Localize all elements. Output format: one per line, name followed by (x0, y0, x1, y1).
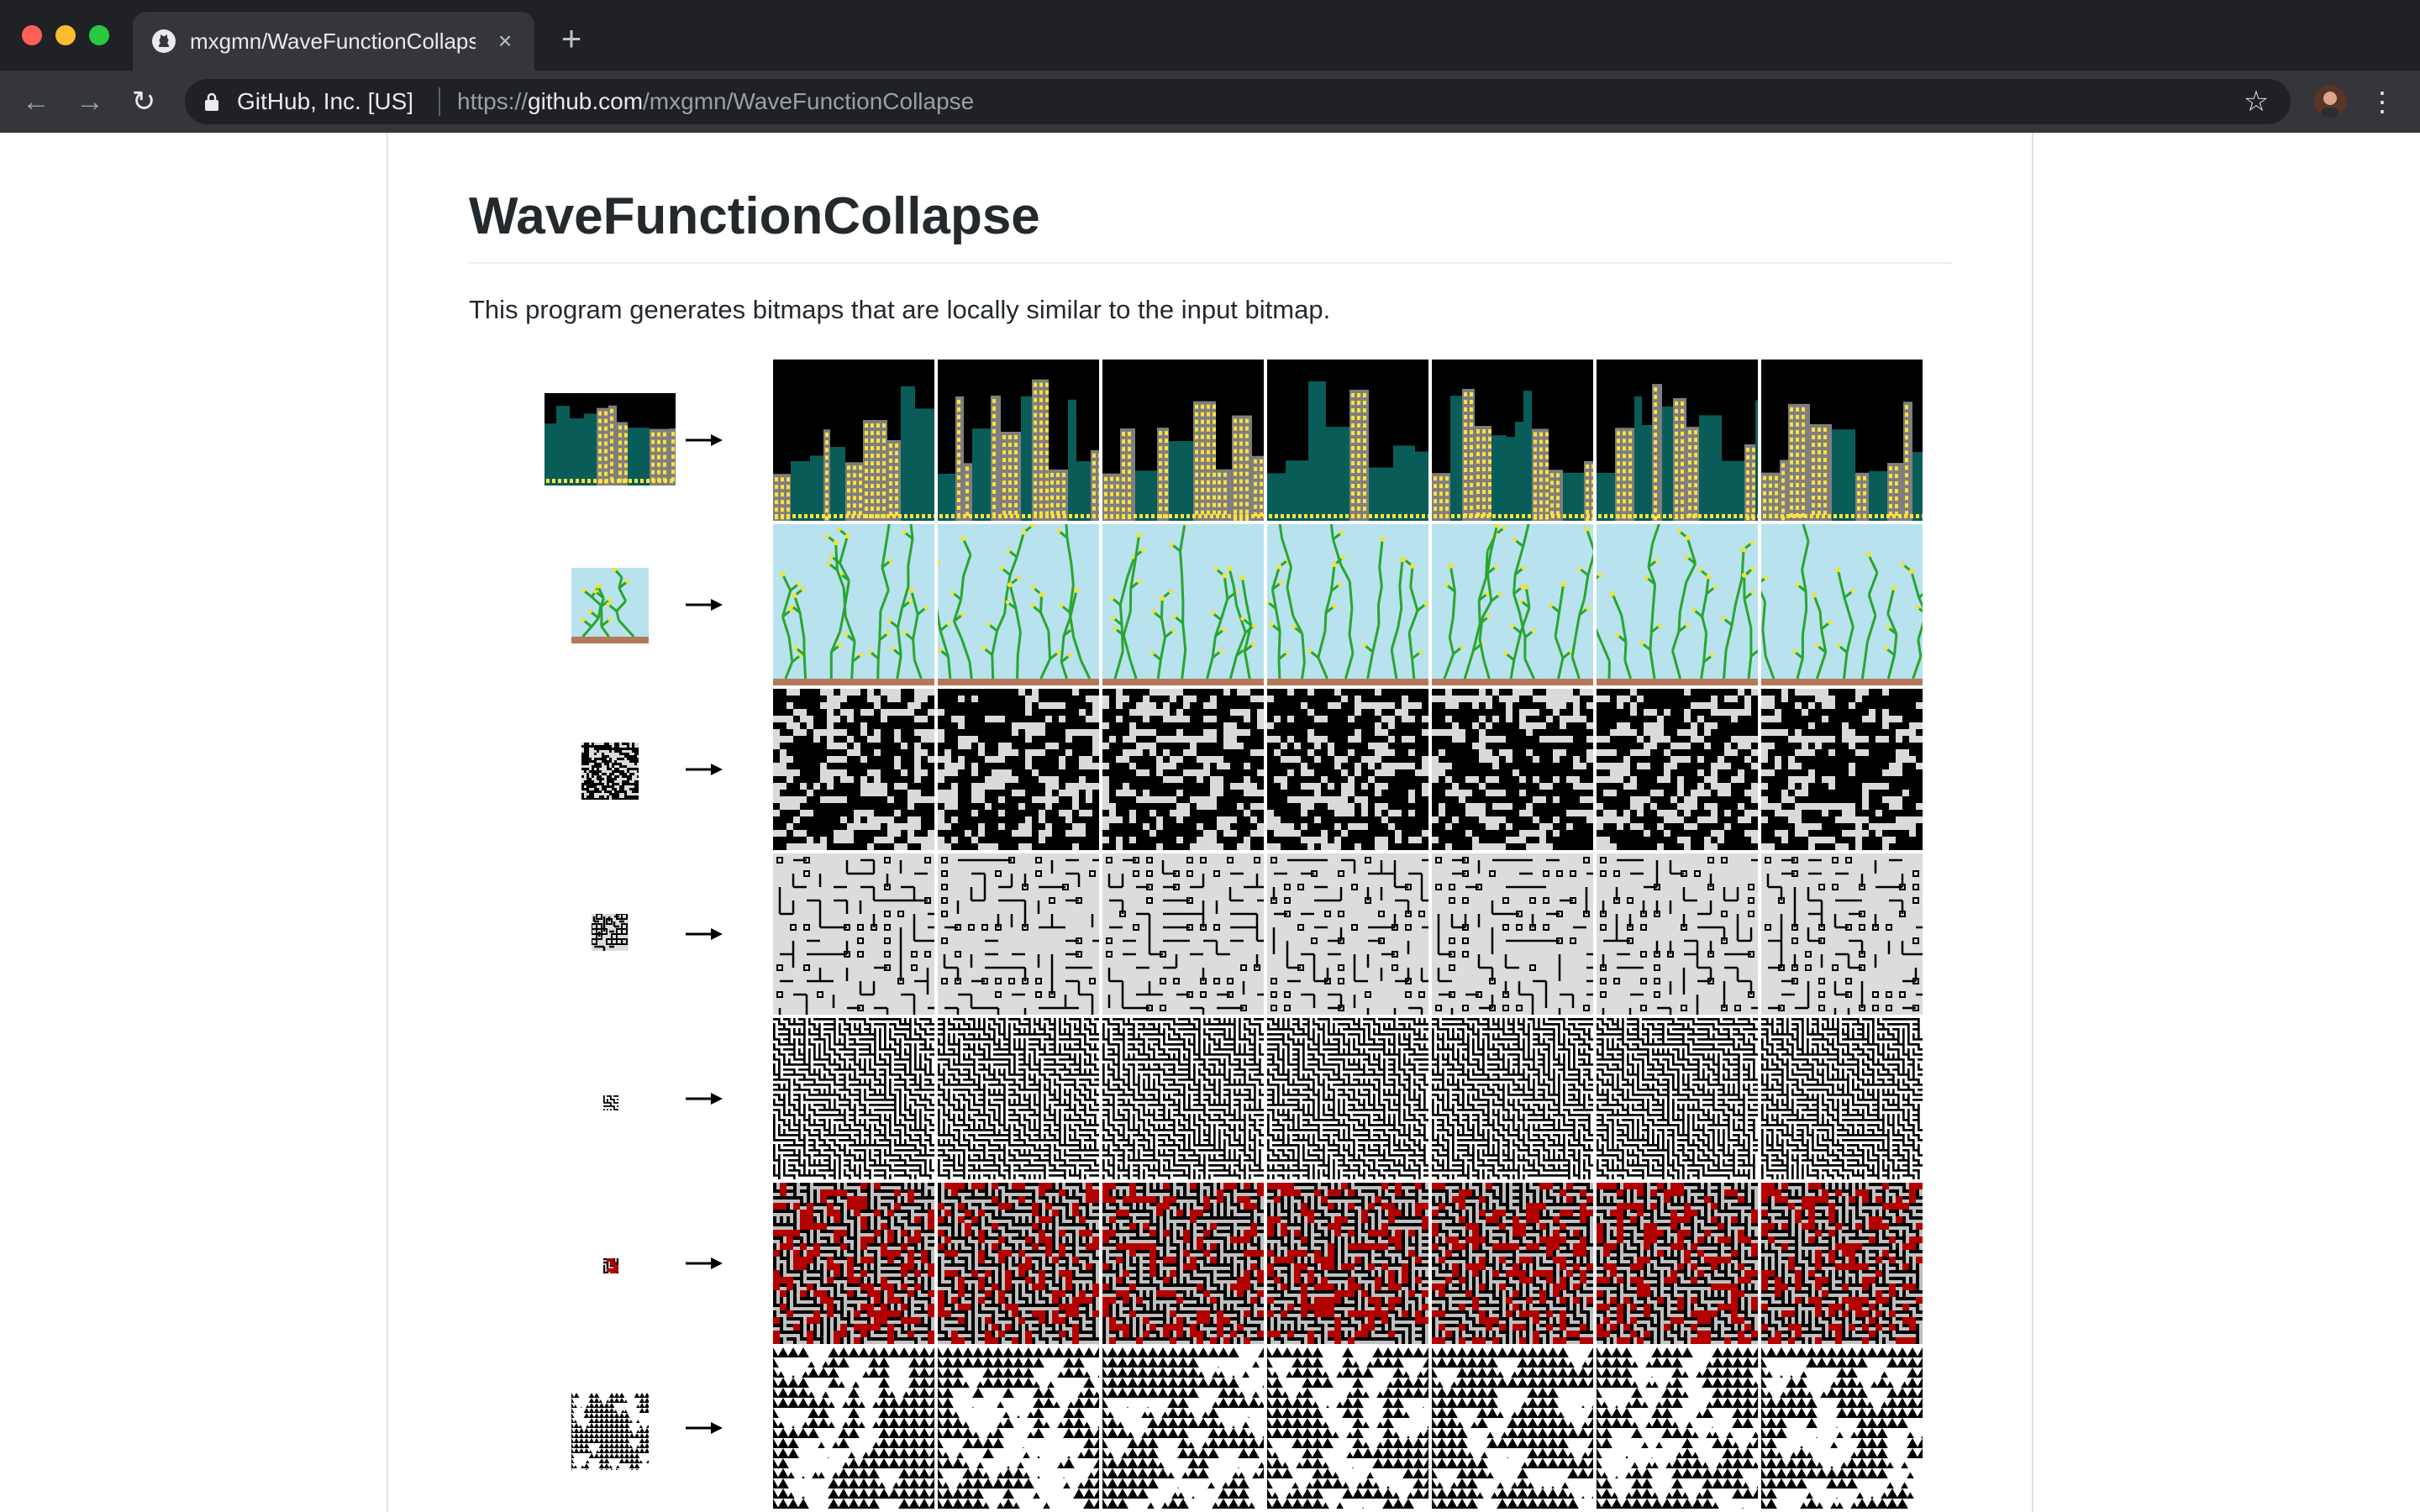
output-bitmap-skyline (1597, 360, 1758, 521)
output-bitmap-pipes (1597, 853, 1758, 1015)
url-prefix: https:// (457, 88, 529, 114)
arrow-icon (686, 928, 723, 940)
arrow-icon (686, 434, 723, 446)
output-bitmap-maze (1597, 1018, 1758, 1179)
page-content: WaveFunctionCollapse This program genera… (0, 133, 2420, 1512)
output-bitmap-skyline (1432, 360, 1593, 521)
output-bitmap-maze (1432, 1018, 1593, 1179)
output-bitmap-red-dots (1597, 1183, 1758, 1344)
output-bitmap-pipes (1267, 853, 1428, 1015)
output-bitmap-flowers (1597, 524, 1758, 685)
tab-strip: mxgmn/WaveFunctionCollapse × + (0, 0, 2420, 71)
output-bitmap-blocks (1267, 689, 1428, 850)
output-bitmap-red-dots (1267, 1183, 1428, 1344)
forward-button[interactable]: → (76, 86, 104, 118)
new-tab-button[interactable]: + (560, 18, 582, 58)
output-bitmap-skyline (938, 360, 1099, 521)
output-bitmap-triangles (1597, 1347, 1758, 1509)
output-bitmap-maze (1102, 1018, 1264, 1179)
output-bitmap-blocks (938, 689, 1099, 850)
arrow-icon (686, 1422, 723, 1434)
output-bitmap-maze (773, 1018, 934, 1179)
output-bitmap-blocks (1432, 689, 1593, 850)
reload-button[interactable]: ↻ (131, 86, 156, 118)
title-divider (469, 262, 1951, 264)
output-bitmap-triangles (1432, 1347, 1593, 1509)
menu-icon[interactable]: ⋮ (2369, 87, 2396, 117)
output-bitmap-pipes (1432, 853, 1593, 1015)
tab-active[interactable]: mxgmn/WaveFunctionCollapse × (133, 12, 534, 71)
output-bitmap-flowers (1102, 524, 1264, 685)
toolbar: ← → ↻ GitHub, Inc. [US] https://github.c… (0, 71, 2420, 133)
output-bitmap-blocks (1761, 689, 1923, 850)
output-bitmap-red-dots (773, 1183, 934, 1344)
url-text[interactable]: https://github.com/mxgmn/WaveFunctionCol… (457, 87, 974, 116)
github-icon (151, 29, 176, 54)
tab-title: mxgmn/WaveFunctionCollapse (190, 29, 476, 54)
minimize-window-button[interactable] (55, 25, 76, 45)
output-bitmap-triangles (938, 1347, 1099, 1509)
readme-title: WaveFunctionCollapse (469, 187, 1040, 245)
input-bitmap-blocks (581, 743, 639, 800)
arrow-icon (686, 1257, 723, 1269)
close-window-button[interactable] (22, 25, 42, 45)
output-bitmap-skyline (773, 360, 934, 521)
input-bitmap-flowers (571, 568, 649, 643)
output-bitmap-triangles (773, 1347, 934, 1509)
output-bitmap-flowers (1761, 524, 1923, 685)
bookmark-star-icon[interactable]: ☆ (2243, 86, 2270, 118)
output-bitmap-skyline (1267, 360, 1428, 521)
profile-avatar[interactable] (2314, 86, 2346, 118)
output-bitmap-flowers (1432, 524, 1593, 685)
output-bitmap-triangles (1102, 1347, 1264, 1509)
address-separator (439, 87, 440, 116)
output-bitmap-triangles (1761, 1347, 1923, 1509)
output-bitmap-flowers (938, 524, 1099, 685)
address-bar[interactable]: GitHub, Inc. [US] https://github.com/mxg… (185, 79, 2291, 124)
output-bitmap-blocks (1597, 689, 1758, 850)
url-host: github.com (528, 88, 644, 114)
output-bitmap-pipes (938, 853, 1099, 1015)
output-bitmap-pipes (1102, 853, 1264, 1015)
output-bitmap-flowers (773, 524, 934, 685)
output-bitmap-maze (938, 1018, 1099, 1179)
output-bitmap-pipes (773, 853, 934, 1015)
arrow-icon (686, 764, 723, 775)
output-bitmap-triangles (1267, 1347, 1428, 1509)
input-bitmap-maze (603, 1095, 618, 1110)
lock-icon (202, 92, 222, 112)
arrow-icon (686, 1093, 723, 1105)
output-bitmap-maze (1267, 1018, 1428, 1179)
output-bitmap-pipes (1761, 853, 1923, 1015)
zoom-window-button[interactable] (89, 25, 109, 45)
site-identity[interactable]: GitHub, Inc. [US] (237, 88, 414, 114)
output-bitmap-red-dots (1432, 1183, 1593, 1344)
output-bitmap-red-dots (1761, 1183, 1923, 1344)
output-bitmap-maze (1761, 1018, 1923, 1179)
browser-chrome: mxgmn/WaveFunctionCollapse × + ← → ↻ Git… (0, 0, 2420, 133)
output-bitmap-flowers (1267, 524, 1428, 685)
input-bitmap-pipes (592, 914, 629, 951)
readme-intro: This program generates bitmaps that are … (469, 295, 1331, 324)
output-bitmap-blocks (773, 689, 934, 850)
input-bitmap-red-dots (603, 1258, 618, 1273)
output-bitmap-skyline (1102, 360, 1264, 521)
output-bitmap-red-dots (1102, 1183, 1264, 1344)
back-button[interactable]: ← (22, 86, 50, 118)
output-bitmap-blocks (1102, 689, 1264, 850)
input-bitmap-skyline (544, 393, 676, 486)
close-tab-icon[interactable]: × (497, 28, 513, 54)
input-bitmap-triangles (571, 1393, 649, 1470)
url-path: /mxgmn/WaveFunctionCollapse (643, 88, 975, 114)
output-bitmap-red-dots (938, 1183, 1099, 1344)
readme-container (387, 133, 2033, 1512)
arrow-icon (686, 599, 723, 611)
output-bitmap-skyline (1761, 360, 1923, 521)
